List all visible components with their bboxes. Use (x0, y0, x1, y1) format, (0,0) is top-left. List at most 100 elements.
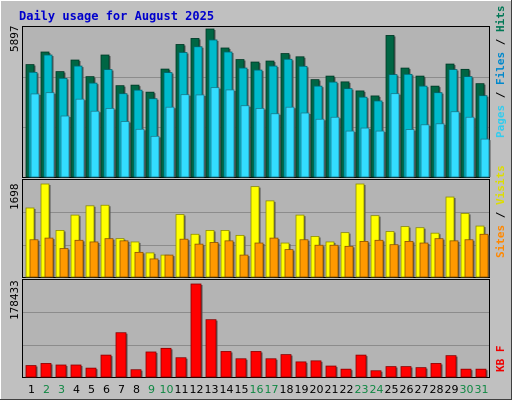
day-label-24: 24 (370, 383, 384, 396)
sites-bar-day-2 (44, 237, 54, 278)
kbytes-bar-day-31 (475, 368, 487, 378)
day-label-7: 7 (118, 383, 125, 396)
sites-bar-day-6 (104, 238, 114, 278)
day-label-23: 23 (355, 383, 369, 396)
day-label-12: 12 (190, 383, 204, 396)
day-label-2: 2 (43, 383, 50, 396)
sites-bar-day-30 (464, 239, 474, 278)
sites-bar-day-12 (194, 243, 204, 278)
day-label-14: 14 (220, 383, 234, 396)
kbytes-bar-day-6 (100, 354, 112, 378)
day-label-19: 19 (295, 383, 309, 396)
pages-bar-day-24 (375, 130, 385, 178)
sites-bar-day-13 (209, 242, 219, 278)
sites-bar-day-21 (329, 244, 339, 278)
visits-legend: Sites / Visits (494, 165, 507, 258)
day-label-25: 25 (385, 383, 399, 396)
pages-bar-day-30 (465, 116, 475, 178)
sites-bar-day-15 (239, 254, 249, 278)
sites-bar-day-9 (149, 258, 159, 278)
sites-bar-day-31 (479, 233, 489, 278)
pages-bar-day-18 (285, 106, 295, 178)
day-label-21: 21 (325, 383, 339, 396)
pages-bar-day-19 (300, 112, 310, 178)
day-label-17: 17 (265, 383, 279, 396)
pages-bar-day-4 (75, 98, 85, 178)
legend-sites: Sites (494, 225, 507, 258)
pages-bar-day-9 (150, 135, 160, 178)
kbytes-bar-day-29 (445, 355, 457, 378)
hits-panel-max-label: 5897 (8, 26, 21, 53)
svg-text:Sites / Visits: Sites / Visits (494, 165, 507, 258)
kbytes-bar-day-8 (130, 369, 142, 378)
kbytes-bars (23, 283, 489, 378)
kbytes-bar-day-9 (145, 351, 157, 378)
kbytes-bar-day-13 (205, 319, 217, 378)
kbytes-bar-day-7 (115, 332, 127, 378)
pages-bar-day-31 (480, 138, 490, 178)
day-label-18: 18 (280, 383, 294, 396)
pages-bar-day-2 (45, 92, 55, 178)
pages-bar-day-12 (195, 94, 205, 178)
legend-sep-1: / (494, 85, 507, 105)
day-labels: 1 2 3 4 5 6 7 8 9 10 11 12 13 14 15 16 17 18 19 20 21 22 23 24 2… (28, 383, 489, 396)
kbytes-bar-day-27 (415, 367, 427, 378)
kbytes-bar-day-1 (25, 365, 37, 378)
day-label-16: 16 (250, 383, 264, 396)
day-label-30: 30 (460, 383, 474, 396)
pages-bar-day-26 (405, 129, 415, 178)
kbytes-bar-day-4 (70, 364, 82, 378)
day-label-20: 20 (310, 383, 324, 396)
pages-bar-day-10 (165, 106, 175, 178)
day-label-10: 10 (160, 383, 174, 396)
svg-text:Pages / Files / Hits: Pages / Files / Hits (494, 6, 507, 139)
day-label-26: 26 (400, 383, 414, 396)
day-label-27: 27 (415, 383, 429, 396)
kbytes-bar-day-30 (460, 368, 472, 378)
day-label-6: 6 (103, 383, 110, 396)
sites-bar-day-19 (299, 239, 309, 278)
pages-bar-day-7 (120, 121, 130, 178)
kbytes-bar-day-28 (430, 363, 442, 378)
kbytes-bar-day-10 (160, 347, 172, 378)
day-label-29: 29 (445, 383, 459, 396)
kbytes-bar-day-22 (340, 368, 352, 378)
sites-bar-day-28 (434, 238, 444, 278)
day-label-1: 1 (28, 383, 35, 396)
sites-bar-day-18 (284, 249, 294, 278)
kbytes-bar-day-21 (325, 365, 337, 378)
hits-bars (23, 28, 491, 178)
pages-bar-day-15 (240, 105, 250, 178)
chart-title: Daily usage for August 2025 (19, 9, 214, 23)
pages-bar-day-11 (180, 94, 190, 178)
day-label-13: 13 (205, 383, 219, 396)
kbytes-bar-day-11 (175, 357, 187, 378)
visits-bars (23, 183, 490, 278)
pages-bar-day-29 (450, 111, 460, 178)
sites-bar-day-29 (449, 240, 459, 278)
day-label-3: 3 (58, 383, 65, 396)
day-label-9: 9 (148, 383, 155, 396)
kbytes-bar-day-3 (55, 364, 67, 378)
kbytes-bar-day-20 (310, 360, 322, 378)
sites-bar-day-14 (224, 240, 234, 278)
legend-hits: Hits (494, 6, 507, 33)
day-label-11: 11 (175, 383, 189, 396)
sites-bar-day-27 (419, 242, 429, 278)
sites-bar-day-22 (344, 245, 354, 278)
pages-bar-day-8 (135, 128, 145, 178)
pages-bar-day-3 (60, 115, 70, 178)
sites-bar-day-26 (404, 240, 414, 278)
sites-bar-day-10 (164, 254, 174, 278)
kbytes-bar-day-12 (190, 283, 202, 378)
day-label-4: 4 (73, 383, 80, 396)
pages-bar-day-16 (255, 108, 265, 178)
legend-sep-3: / (494, 205, 507, 225)
kbytes-bar-day-14 (220, 351, 232, 378)
pages-bar-day-1 (30, 93, 40, 178)
day-label-31: 31 (475, 383, 489, 396)
kbytes-bar-day-23 (355, 354, 367, 378)
day-label-28: 28 (430, 383, 444, 396)
pages-bar-day-6 (105, 108, 115, 178)
